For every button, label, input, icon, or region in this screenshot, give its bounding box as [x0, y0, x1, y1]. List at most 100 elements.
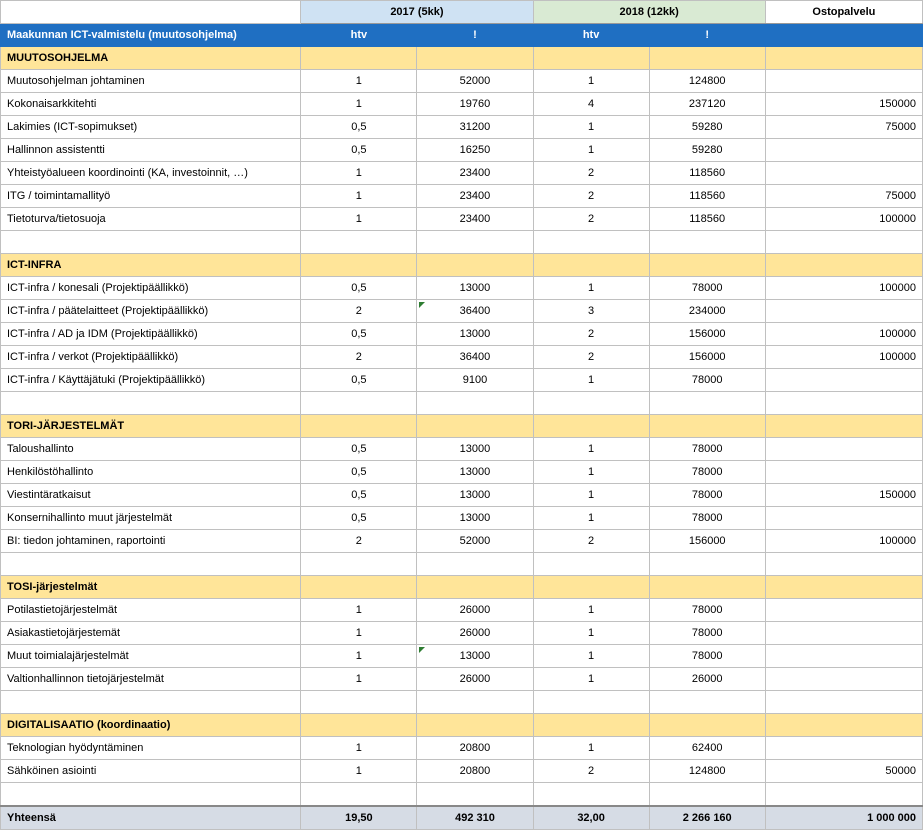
- cell-eur-2017: 26000: [417, 599, 533, 622]
- cell-htv-2017: 1: [301, 208, 417, 231]
- spacer-cell: [301, 691, 417, 714]
- cell-htv-2018: 1: [533, 507, 649, 530]
- cell-eur-2018: 78000: [649, 461, 765, 484]
- cell-htv-2017: 1: [301, 760, 417, 783]
- data-row: Muutosohjelman johtaminen1520001124800: [1, 70, 923, 93]
- col-htv-2017: htv: [301, 24, 417, 47]
- cell-htv-2018: 1: [533, 645, 649, 668]
- spacer-cell: [417, 691, 533, 714]
- cell-osto: 75000: [765, 116, 922, 139]
- row-label: ICT-infra / konesali (Projektipäällikkö): [1, 277, 301, 300]
- section-blank: [301, 254, 417, 277]
- data-row: ICT-infra / konesali (Projektipäällikkö)…: [1, 277, 923, 300]
- cell-htv-2018: 1: [533, 139, 649, 162]
- cell-htv-2017: 1: [301, 70, 417, 93]
- cell-htv-2017: 2: [301, 346, 417, 369]
- cell-eur-2018: 59280: [649, 116, 765, 139]
- col-osto: [765, 24, 922, 47]
- cell-htv-2017: 1: [301, 162, 417, 185]
- section-blank: [417, 415, 533, 438]
- title-header: Maakunnan ICT-valmistelu (muutosohjelma): [1, 24, 301, 47]
- cell-htv-2017: 0,5: [301, 369, 417, 392]
- cell-eur-2018: 78000: [649, 507, 765, 530]
- section-blank: [417, 714, 533, 737]
- spacer-cell: [765, 783, 922, 807]
- cell-htv-2017: 1: [301, 599, 417, 622]
- row-label: Potilastietojärjestelmät: [1, 599, 301, 622]
- spacer-row: [1, 783, 923, 807]
- spacer-cell: [765, 392, 922, 415]
- spacer-cell: [649, 553, 765, 576]
- spacer-cell: [765, 553, 922, 576]
- cell-htv-2018: 2: [533, 208, 649, 231]
- spacer-cell: [649, 691, 765, 714]
- row-label: Henkilöstöhallinto: [1, 461, 301, 484]
- cell-osto: 150000: [765, 484, 922, 507]
- cell-eur-2017: 36400: [417, 300, 533, 323]
- cell-eur-2018: 62400: [649, 737, 765, 760]
- spacer-cell: [649, 392, 765, 415]
- row-label: Yhteistyöalueen koordinointi (KA, invest…: [1, 162, 301, 185]
- cell-htv-2017: 0,5: [301, 461, 417, 484]
- cell-osto: 150000: [765, 93, 922, 116]
- cell-htv-2018: 1: [533, 737, 649, 760]
- cell-htv-2018: 2: [533, 530, 649, 553]
- cell-eur-2017: 13000: [417, 461, 533, 484]
- cell-htv-2018: 2: [533, 162, 649, 185]
- spacer-cell: [1, 553, 301, 576]
- cell-eur-2018: 78000: [649, 645, 765, 668]
- section-blank: [533, 576, 649, 599]
- spacer-cell: [649, 783, 765, 807]
- cell-osto: 75000: [765, 185, 922, 208]
- spacer-cell: [533, 783, 649, 807]
- cell-eur-2017: 13000: [417, 277, 533, 300]
- section-title: TOSI-järjestelmät: [1, 576, 301, 599]
- spacer-cell: [301, 392, 417, 415]
- cell-eur-2018: 78000: [649, 369, 765, 392]
- cell-htv-2018: 1: [533, 461, 649, 484]
- spacer-cell: [301, 783, 417, 807]
- row-label: Viestintäratkaisut: [1, 484, 301, 507]
- cell-osto: [765, 622, 922, 645]
- row-label: Asiakastietojärjestemät: [1, 622, 301, 645]
- data-row: Yhteistyöalueen koordinointi (KA, invest…: [1, 162, 923, 185]
- cell-eur-2018: 78000: [649, 438, 765, 461]
- ict-budget-table: 2017 (5kk) 2018 (12kk) Ostopalvelu Maaku…: [0, 0, 923, 830]
- cell-htv-2018: 2: [533, 760, 649, 783]
- data-row: Tietoturva/tietosuoja1234002118560100000: [1, 208, 923, 231]
- section-blank: [417, 576, 533, 599]
- cell-eur-2017: 9100: [417, 369, 533, 392]
- cell-htv-2017: 2: [301, 530, 417, 553]
- cell-htv-2017: 0,5: [301, 438, 417, 461]
- cell-htv-2017: 1: [301, 622, 417, 645]
- data-row: ICT-infra / päätelaitteet (Projektipääll…: [1, 300, 923, 323]
- section-blank: [649, 415, 765, 438]
- data-row: BI: tiedon johtaminen, raportointi252000…: [1, 530, 923, 553]
- cell-htv-2017: 0,5: [301, 116, 417, 139]
- group-osto: Ostopalvelu: [765, 1, 922, 24]
- cell-eur-2018: 118560: [649, 185, 765, 208]
- cell-osto: [765, 668, 922, 691]
- data-row: Henkilöstöhallinto0,513000178000: [1, 461, 923, 484]
- cell-eur-2017: 26000: [417, 622, 533, 645]
- cell-eur-2018: 124800: [649, 760, 765, 783]
- cell-htv-2018: 1: [533, 484, 649, 507]
- row-label: Muutosohjelman johtaminen: [1, 70, 301, 93]
- row-label: ICT-infra / verkot (Projektipäällikkö): [1, 346, 301, 369]
- cell-htv-2018: 1: [533, 369, 649, 392]
- cell-eur-2017: 31200: [417, 116, 533, 139]
- cell-htv-2017: 0,5: [301, 323, 417, 346]
- spacer-cell: [533, 231, 649, 254]
- cell-htv-2018: 3: [533, 300, 649, 323]
- cell-eur-2018: 156000: [649, 323, 765, 346]
- cell-eur-2017: 23400: [417, 208, 533, 231]
- section-header-row: DIGITALISAATIO (koordinaatio): [1, 714, 923, 737]
- data-row: Viestintäratkaisut0,513000178000150000: [1, 484, 923, 507]
- cell-htv-2017: 0,5: [301, 507, 417, 530]
- section-blank: [417, 47, 533, 70]
- row-label: Konsernihallinto muut järjestelmät: [1, 507, 301, 530]
- spacer-cell: [649, 231, 765, 254]
- header-col-row: Maakunnan ICT-valmistelu (muutosohjelma)…: [1, 24, 923, 47]
- cell-eur-2018: 78000: [649, 599, 765, 622]
- cell-htv-2018: 4: [533, 93, 649, 116]
